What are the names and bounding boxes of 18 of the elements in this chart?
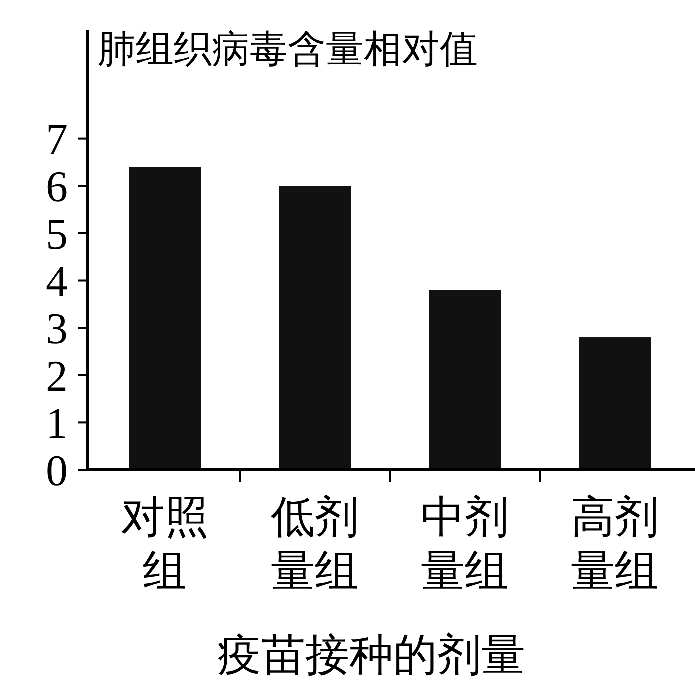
- y-tick-label: 5: [46, 210, 68, 259]
- bar: [129, 167, 201, 470]
- bar: [279, 186, 351, 470]
- x-tick-label: 中剂量组: [421, 493, 509, 596]
- y-tick-label: 1: [46, 399, 68, 448]
- bar: [579, 338, 651, 470]
- y-tick-label: 2: [46, 352, 68, 401]
- x-tick-label: 对照组: [121, 493, 209, 596]
- x-axis-title: 疫苗接种的剂量: [218, 631, 526, 680]
- chart-title: 肺组织病毒含量相对值: [98, 29, 478, 71]
- y-tick-label: 3: [46, 304, 68, 354]
- x-tick-label: 低剂量组: [271, 493, 359, 596]
- bar: [429, 290, 501, 470]
- y-tick-label: 6: [46, 162, 68, 212]
- y-tick-label: 7: [46, 115, 68, 164]
- y-tick-label: 4: [46, 257, 68, 306]
- x-tick-label: 高剂量组: [571, 493, 659, 596]
- y-tick-label: 0: [46, 446, 68, 496]
